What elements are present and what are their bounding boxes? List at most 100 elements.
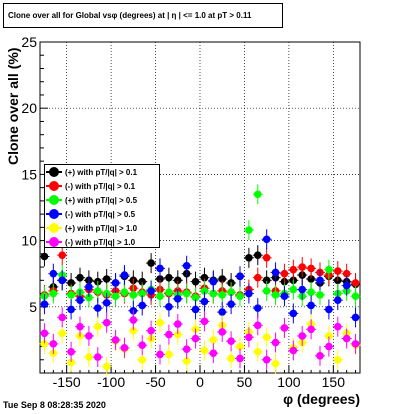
- data-point: [85, 332, 93, 340]
- legend-marker-icon: [46, 223, 62, 233]
- y-tick-label: 25: [21, 34, 37, 50]
- legend-marker-icon: [46, 209, 62, 219]
- data-point: [76, 322, 84, 331]
- legend: (+) with pT/|q| > 0.1 (-) with pT/|q| > 0…: [44, 164, 160, 248]
- data-point: [245, 254, 253, 262]
- legend-item: (-) with pT/|q| > 0.5: [45, 207, 159, 221]
- x-tick-label: -100: [97, 374, 125, 390]
- data-point: [245, 289, 253, 298]
- x-tick-label: 150: [322, 374, 346, 390]
- data-point: [156, 350, 164, 359]
- data-point: [307, 325, 315, 334]
- y-axis-label: Clone over all (%): [5, 47, 21, 165]
- data-point: [156, 264, 164, 273]
- data-point: [307, 275, 315, 283]
- data-point: [289, 285, 298, 294]
- legend-label: (-) with pT/|q| > 1.0: [65, 237, 136, 247]
- legend-marker-icon: [46, 181, 62, 191]
- data-point: [191, 293, 200, 302]
- data-point: [40, 340, 49, 348]
- data-point: [236, 342, 244, 351]
- data-point: [138, 289, 147, 298]
- data-point: [173, 330, 182, 339]
- data-point: [342, 334, 351, 343]
- data-point: [236, 272, 244, 281]
- data-point: [49, 269, 58, 278]
- data-point: [85, 283, 93, 291]
- data-point: [351, 292, 360, 301]
- data-point: [307, 288, 315, 297]
- data-point: [218, 328, 227, 336]
- data-point: [333, 355, 342, 364]
- data-point: [316, 291, 324, 299]
- data-point: [49, 289, 58, 298]
- data-point: [262, 254, 271, 262]
- data-point: [129, 291, 138, 299]
- y-tick-label: 5: [29, 299, 37, 315]
- data-point: [325, 305, 333, 314]
- data-point: [253, 348, 262, 356]
- data-point: [156, 275, 164, 283]
- data-point: [245, 333, 253, 342]
- legend-label: (-) with pT/|q| > 0.5: [65, 209, 136, 219]
- legend-item: (+) with pT/|q| > 0.1: [45, 165, 159, 179]
- data-point: [316, 276, 324, 285]
- legend-marker-icon: [46, 195, 62, 205]
- legend-marker-icon: [46, 237, 62, 247]
- data-point: [111, 279, 120, 287]
- data-point: [351, 340, 360, 348]
- data-point: [262, 276, 271, 285]
- data-point: [271, 359, 280, 368]
- data-point: [227, 288, 235, 297]
- data-point: [120, 288, 129, 297]
- data-point: [67, 305, 75, 314]
- data-point: [342, 281, 351, 290]
- data-point: [351, 313, 360, 322]
- data-point: [280, 292, 289, 301]
- data-point: [147, 287, 155, 295]
- data-point: [85, 353, 93, 361]
- x-tick-label: 0: [196, 374, 204, 390]
- data-point: [351, 279, 360, 287]
- data-point: [289, 309, 298, 318]
- data-point: [138, 277, 147, 286]
- data-point: [85, 293, 93, 302]
- data-point: [333, 322, 342, 331]
- chart-title: Clone over all for Global vsφ (degrees) …: [3, 3, 283, 28]
- data-point: [173, 295, 182, 303]
- data-point: [227, 354, 235, 363]
- data-point: [67, 348, 75, 356]
- data-point: [271, 338, 280, 347]
- legend-item: (-) with pT/|q| > 0.1: [45, 179, 159, 193]
- data-point: [147, 326, 155, 335]
- data-point: [182, 261, 191, 270]
- data-point: [138, 341, 147, 349]
- data-point: [67, 358, 75, 367]
- data-point: [262, 333, 271, 342]
- data-point: [67, 279, 75, 287]
- data-point: [227, 300, 235, 308]
- data-point: [165, 303, 173, 311]
- legend-item: (+) with pT/|q| > 1.0: [45, 221, 159, 235]
- data-point: [307, 264, 315, 273]
- data-point: [138, 301, 147, 310]
- data-point: [191, 277, 200, 286]
- data-point: [316, 351, 324, 360]
- data-point: [138, 355, 147, 364]
- data-point: [236, 354, 244, 363]
- data-point: [165, 273, 173, 282]
- data-point: [58, 276, 67, 285]
- data-point: [262, 235, 271, 244]
- x-tick-label: -50: [145, 374, 165, 390]
- data-point: [102, 318, 111, 327]
- data-point: [173, 276, 182, 285]
- data-point: [200, 317, 209, 326]
- data-point: [173, 320, 182, 328]
- data-point: [40, 329, 49, 338]
- legend-label: (+) with pT/|q| > 0.1: [65, 167, 138, 177]
- data-point: [182, 345, 191, 353]
- data-point: [182, 357, 191, 365]
- data-point: [102, 299, 111, 307]
- data-point: [298, 263, 307, 271]
- data-point: [271, 268, 280, 277]
